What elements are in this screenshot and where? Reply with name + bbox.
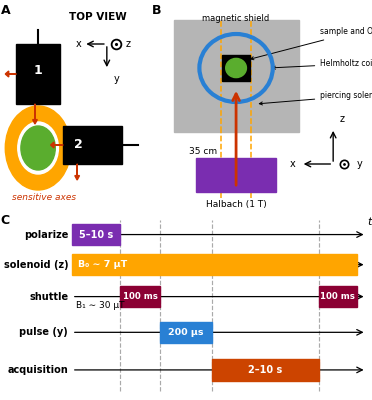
Bar [16,44,60,104]
Text: C: C [0,214,9,227]
Text: 2–10 s: 2–10 s [248,365,282,375]
Text: x: x [289,159,295,169]
Text: 2: 2 [74,138,83,152]
FancyArrow shape [75,164,80,180]
Bar [212,359,318,381]
Text: B₀ ∼ 7 μT: B₀ ∼ 7 μT [78,260,128,269]
Text: Helmholtz coils: Helmholtz coils [272,60,372,69]
Circle shape [18,122,58,174]
Bar [173,20,299,132]
Text: magnetic shield: magnetic shield [202,14,270,23]
Text: 100 ms: 100 ms [321,292,355,301]
Text: Halbach (1 T): Halbach (1 T) [206,200,266,209]
FancyArrow shape [51,142,63,148]
Text: t: t [367,217,372,227]
Text: sample and OPMs: sample and OPMs [251,28,372,60]
Bar [222,55,250,81]
Text: polarize: polarize [24,230,68,240]
Bar [120,286,160,308]
Text: 200 μs: 200 μs [168,328,204,337]
Text: piercing solenoid: piercing solenoid [259,92,372,105]
Text: sensitive axes: sensitive axes [12,193,76,202]
Circle shape [5,106,71,190]
FancyArrow shape [33,104,37,124]
Text: x: x [76,39,81,49]
Text: acquisition: acquisition [7,365,68,375]
Text: z: z [126,39,131,49]
Bar [63,126,122,164]
Text: B: B [152,4,161,17]
FancyArrow shape [5,71,16,77]
Text: 5–10 s: 5–10 s [78,230,113,240]
Text: 35 cm: 35 cm [189,148,217,156]
Circle shape [226,58,246,78]
Text: B₁ ∼ 30 μT: B₁ ∼ 30 μT [76,301,124,310]
Text: A: A [1,4,10,17]
Text: z: z [339,114,344,124]
Bar [160,322,212,343]
Text: TOP VIEW: TOP VIEW [68,12,126,22]
Text: y: y [357,159,363,169]
Bar [318,286,357,308]
Text: solenoid (z): solenoid (z) [4,260,68,270]
Text: pulse (y): pulse (y) [19,327,68,337]
Text: 1: 1 [34,64,42,76]
Text: 100 ms: 100 ms [122,292,157,301]
Text: y: y [113,74,119,84]
Text: shuttle: shuttle [29,292,68,302]
Bar [72,224,120,245]
Circle shape [21,126,55,170]
Bar [196,158,276,192]
Bar [72,254,357,276]
